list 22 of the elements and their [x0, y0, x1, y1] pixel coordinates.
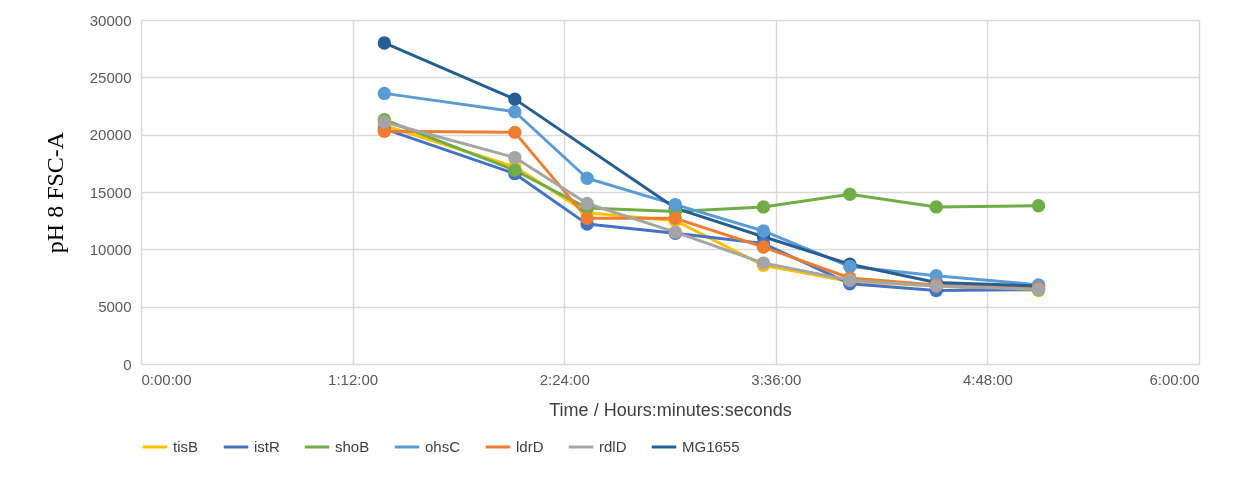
x-axis-title: Time / Hours:minutes:seconds [549, 399, 792, 420]
y-axis-title: pH 8 FSC-A [41, 131, 68, 254]
x-tick-label: 4:48:00 [962, 370, 1013, 388]
legend-label: shoB [335, 438, 370, 455]
y-tick-label: 10000 [89, 240, 132, 258]
y-tick-label: 25000 [89, 68, 132, 86]
y-tick-label: 15000 [89, 183, 132, 201]
x-tick-label: 6:00:00 [1149, 370, 1200, 388]
x-tick-label: 3:36:00 [751, 370, 802, 388]
x-tick-label: 1:12:00 [328, 370, 379, 388]
legend-label: ldrD [516, 438, 544, 455]
y-tick-label: 0 [123, 355, 132, 373]
x-tick-label: 2:24:00 [539, 370, 590, 388]
legend-label: ohsC [425, 438, 461, 455]
y-tick-label: 5000 [98, 298, 132, 316]
legend-label: rdlD [599, 438, 627, 455]
y-tick-label: 30000 [89, 11, 132, 29]
y-tick-label: 20000 [89, 126, 132, 144]
legend-label: istR [254, 438, 280, 455]
legend-label: MG1655 [682, 438, 740, 455]
legend-label: tisB [173, 438, 199, 455]
x-tick-label: 0:00:00 [141, 370, 192, 388]
